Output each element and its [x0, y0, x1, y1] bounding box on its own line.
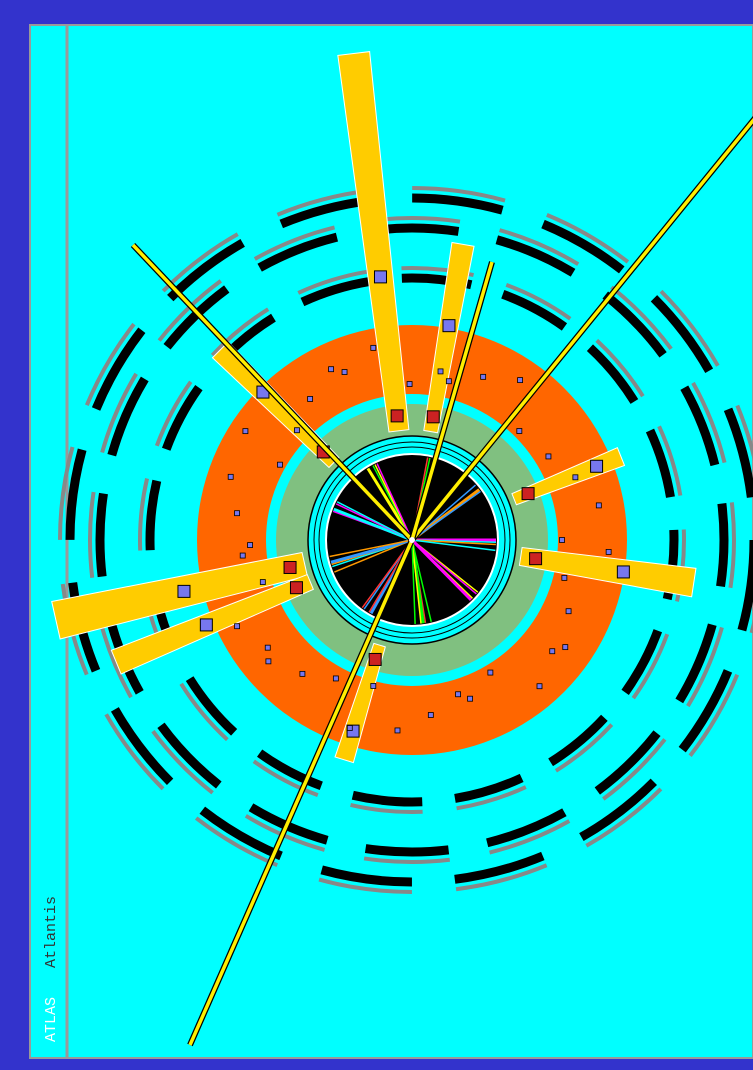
muon-chamber	[88, 216, 736, 864]
jet-tower	[518, 546, 697, 598]
track	[411, 539, 422, 624]
cell	[328, 366, 334, 373]
muon-track	[131, 243, 414, 542]
track	[361, 539, 413, 609]
cell	[265, 658, 272, 665]
vertex	[409, 537, 415, 543]
tracker-layer	[318, 446, 506, 634]
cell	[467, 695, 473, 702]
muon-track	[188, 539, 414, 1046]
cell	[595, 502, 602, 509]
cell	[242, 428, 249, 435]
cell	[177, 584, 191, 598]
track	[329, 539, 413, 558]
track	[411, 490, 481, 541]
cell	[455, 691, 461, 698]
track	[336, 501, 413, 541]
muon-track	[410, 117, 753, 542]
track	[411, 539, 496, 546]
cell	[373, 270, 387, 284]
cell	[277, 461, 283, 468]
muon-chamber	[138, 266, 686, 814]
cell	[521, 487, 535, 501]
cell	[390, 409, 404, 423]
cell	[572, 474, 579, 481]
track	[411, 539, 496, 552]
cell	[590, 459, 604, 473]
detector	[51, 51, 753, 1047]
cell	[561, 574, 568, 581]
cell	[480, 373, 487, 380]
cell	[445, 378, 452, 385]
track	[376, 463, 413, 541]
cell	[283, 560, 297, 574]
cell	[516, 428, 523, 434]
experiment-label: ATLAS	[43, 997, 60, 1042]
track	[411, 539, 416, 624]
cell	[294, 427, 300, 434]
cell	[437, 368, 444, 375]
track	[333, 507, 413, 542]
cell	[370, 344, 377, 351]
cell	[234, 510, 240, 517]
cell	[234, 623, 240, 630]
cell	[394, 727, 401, 734]
muon-chamber	[95, 223, 729, 857]
cell	[370, 683, 377, 689]
cell	[536, 683, 543, 690]
jet-tower	[337, 51, 410, 433]
muon-chamber	[145, 273, 679, 807]
track	[410, 538, 472, 601]
cell	[565, 608, 572, 615]
software-label: Atlantis	[43, 896, 60, 968]
muon-track	[410, 261, 494, 541]
cell	[346, 725, 353, 731]
cell	[199, 618, 213, 632]
cell	[545, 453, 552, 460]
cell	[487, 669, 494, 676]
cell	[616, 565, 630, 579]
cell	[368, 652, 382, 666]
cell	[247, 542, 253, 548]
cell	[259, 579, 266, 585]
cell	[559, 537, 565, 543]
cell	[549, 648, 556, 655]
cell	[442, 319, 456, 333]
cell	[427, 712, 434, 718]
cell	[517, 377, 523, 384]
track	[334, 539, 413, 573]
track	[330, 538, 413, 564]
cell	[426, 410, 440, 424]
tracker-layer	[313, 441, 511, 639]
cell	[264, 644, 271, 651]
jet-tower	[423, 241, 475, 434]
cell	[605, 549, 612, 555]
cell	[227, 473, 234, 480]
cell	[299, 670, 306, 677]
cell	[406, 381, 413, 387]
cell	[307, 396, 314, 402]
cell	[529, 552, 543, 566]
cell	[239, 552, 246, 559]
cell	[332, 675, 339, 682]
cell	[562, 644, 569, 651]
cell	[289, 581, 303, 595]
cell	[341, 369, 348, 375]
